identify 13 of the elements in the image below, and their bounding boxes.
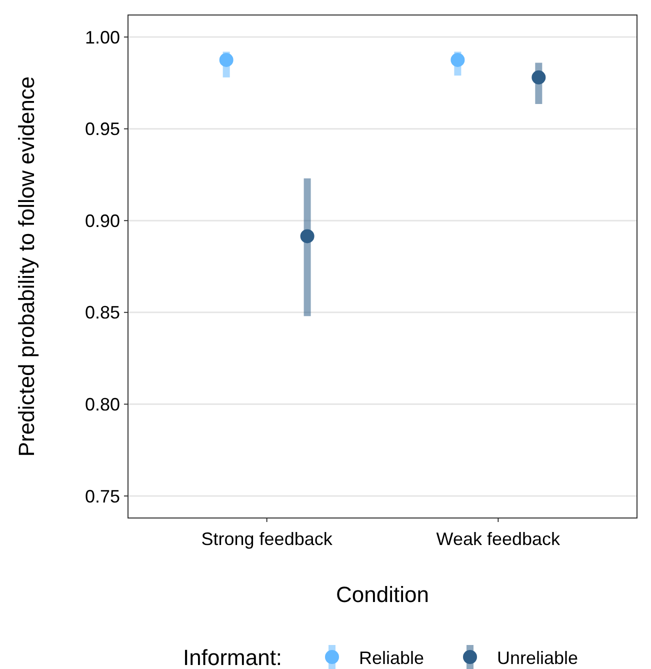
legend-title: Informant: xyxy=(183,645,282,669)
y-tick-label: 0.90 xyxy=(84,210,120,231)
y-tick-label: 1.00 xyxy=(84,27,120,48)
legend-label: Unreliable xyxy=(497,648,578,668)
y-tick-label: 0.80 xyxy=(84,394,120,414)
y-axis-title: Predicted probability to follow evidence xyxy=(14,76,39,457)
y-tick-label: 0.75 xyxy=(84,486,120,506)
legend-label: Reliable xyxy=(359,648,424,668)
x-axis-title: Condition xyxy=(336,582,429,607)
y-tick-label: 0.85 xyxy=(84,302,120,323)
y-tick-label: 0.95 xyxy=(84,119,120,140)
x-tick-label: Weak feedback xyxy=(436,529,562,549)
x-tick-label: Strong feedback xyxy=(201,529,334,549)
